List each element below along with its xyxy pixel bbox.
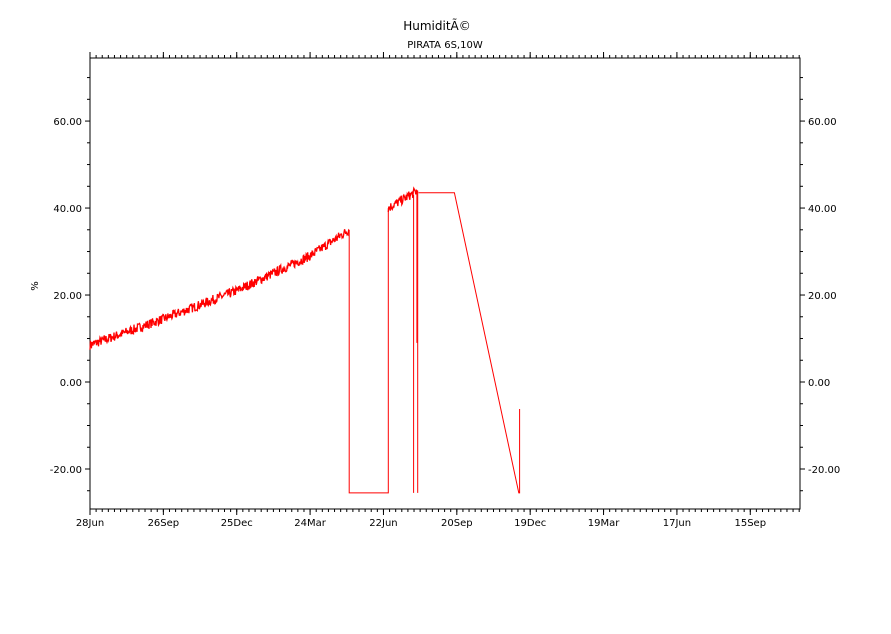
x-tick-label: 20Sep <box>441 518 473 529</box>
y-tick-label-right: 20.00 <box>808 291 837 302</box>
chart-subtitle: PIRATA 6S,10W <box>407 40 483 51</box>
x-tick-label: 19Mar <box>588 518 620 529</box>
y-tick-label-left: 0.00 <box>60 378 82 389</box>
x-tick-label: 22Jun <box>369 518 397 529</box>
plot-frame <box>89 57 801 510</box>
y-tick-label-right: 60.00 <box>808 117 837 128</box>
y-axis-label: % <box>30 281 41 291</box>
y-tick-label-left: 20.00 <box>53 291 82 302</box>
y-tick-label-left: 40.00 <box>53 204 82 215</box>
x-tick-label: 19Dec <box>514 518 546 529</box>
humidity-line <box>348 208 389 494</box>
chart-title: HumiditÃ© <box>403 18 471 33</box>
x-tick-label: 25Dec <box>221 518 253 529</box>
humidity-noisy-line <box>387 186 418 213</box>
x-tick-label: 28Jun <box>76 518 104 529</box>
humidity-noisy-line <box>89 228 350 350</box>
y-tick-label-right: 0.00 <box>808 378 830 389</box>
y-tick-label-right: 40.00 <box>808 204 837 215</box>
x-tick-label: 26Sep <box>148 518 180 529</box>
y-tick-label-left: 60.00 <box>53 117 82 128</box>
x-tick-label: 15Sep <box>734 518 766 529</box>
x-tick-label: 24Mar <box>294 518 326 529</box>
y-tick-label-left: -20.00 <box>50 465 82 476</box>
humidity-line <box>418 192 521 494</box>
x-tick-label: 17Jun <box>663 518 691 529</box>
y-tick-label-right: -20.00 <box>808 465 840 476</box>
